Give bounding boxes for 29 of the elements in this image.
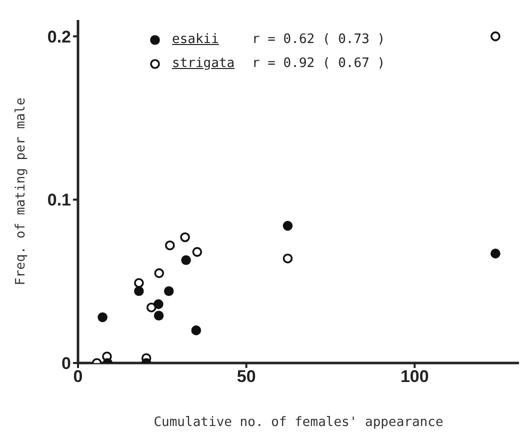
point — [282, 254, 293, 264]
point — [154, 310, 164, 321]
point — [490, 248, 500, 258]
point — [191, 325, 202, 336]
point — [98, 312, 108, 322]
y-tick-label: 0.2 — [47, 27, 71, 46]
annotation: r = 0.92 ( 0.67 ) — [252, 55, 386, 73]
point — [134, 286, 144, 296]
y-tick-label: 0.1 — [47, 190, 71, 210]
point — [165, 240, 175, 250]
point — [181, 255, 191, 265]
x-axis-title: Cumulative no. of females' appearance — [154, 415, 444, 430]
y-tick-label: 0 — [62, 354, 71, 374]
x-tick-label: 100 — [400, 367, 429, 386]
point — [164, 286, 174, 296]
legend-label: strigata — [172, 55, 236, 73]
point — [180, 232, 190, 242]
point — [154, 268, 164, 278]
point — [146, 302, 156, 312]
point — [192, 247, 202, 257]
x-tick-label: 0 — [73, 367, 83, 386]
annotation: r = 0.62 ( 0.73 ) — [252, 31, 386, 49]
point — [490, 31, 500, 42]
point — [154, 299, 164, 310]
point — [282, 220, 293, 231]
y-axis-title: Freq. of mating per male — [14, 97, 29, 286]
legend-label: esakii — [172, 31, 220, 49]
point — [134, 278, 144, 288]
x-tick-label: 50 — [236, 367, 256, 386]
